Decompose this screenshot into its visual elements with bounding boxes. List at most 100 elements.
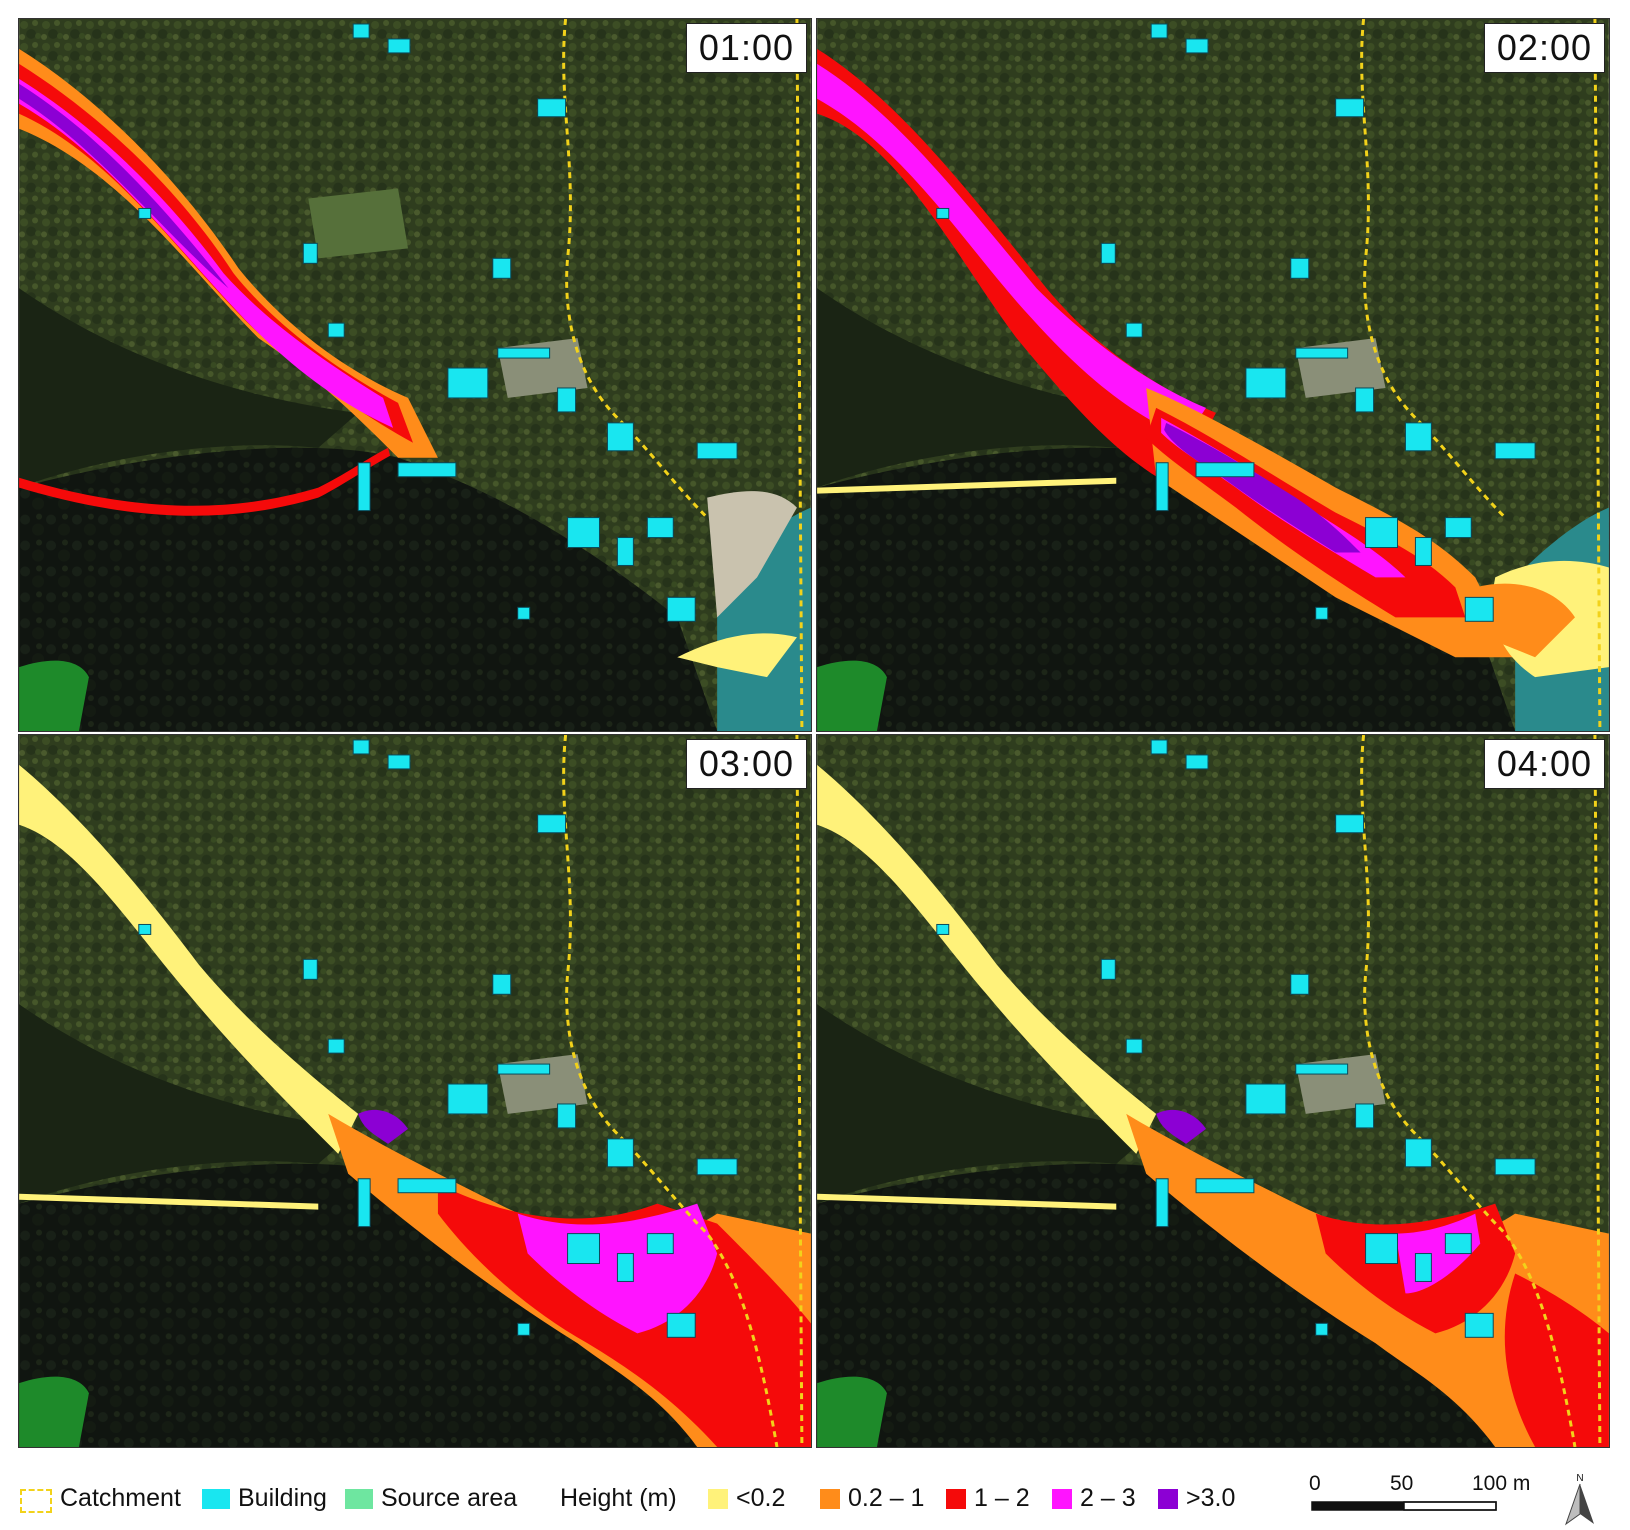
building: [1464, 1312, 1494, 1338]
north-label: N: [1576, 1473, 1583, 1484]
source-area-label: Source area: [381, 1484, 518, 1512]
building: [138, 207, 152, 219]
building: [1155, 462, 1169, 512]
shadowed-slope: [817, 1163, 1516, 1447]
scale-bar: [1311, 1501, 1497, 1511]
building: [1335, 814, 1365, 834]
class-label-1-2: 1 – 2: [974, 1484, 1030, 1512]
flow-lt02-lower: [817, 1193, 1117, 1210]
building: [1404, 422, 1432, 452]
building: [517, 1322, 531, 1336]
building: [1290, 973, 1310, 995]
time-label-panel-3: 03:00: [685, 739, 807, 789]
building: [327, 322, 345, 338]
time-label-panel-4: 04:00: [1483, 739, 1605, 789]
building: [606, 1138, 634, 1168]
flow-3plus: [19, 83, 229, 289]
map-panel-3-canvas: [19, 735, 811, 1447]
map-legend: Catchment Building Source area Height (m…: [0, 1470, 1630, 1530]
flow-lt02-lower: [817, 477, 1117, 494]
dark-valley: [817, 288, 1157, 488]
class-label-2-3: 2 – 3: [1080, 1484, 1136, 1512]
building: [1100, 958, 1116, 980]
buildings: [936, 739, 1536, 1338]
scale-tick-0: 0: [1309, 1472, 1321, 1495]
building: [1404, 1138, 1432, 1168]
catchment-boundary: [1360, 19, 1507, 519]
building: [1355, 1103, 1375, 1129]
building: [1245, 367, 1287, 399]
building: [1464, 596, 1494, 622]
building: [616, 1253, 634, 1282]
building: [1444, 1233, 1472, 1255]
building: [492, 973, 512, 995]
catchment-label: Catchment: [60, 1484, 181, 1512]
building: [327, 1038, 345, 1054]
scale-tick-100: 100 m: [1472, 1472, 1531, 1495]
building: [302, 242, 318, 264]
source-area: [817, 660, 887, 731]
building: [1335, 98, 1365, 118]
flow-lt02-upper: [19, 764, 359, 1154]
map-panel-1: 01:00: [18, 18, 812, 732]
building-swatch: [202, 1489, 230, 1509]
dark-valley: [817, 1004, 1157, 1204]
flow-lt02-lower: [19, 1193, 319, 1210]
class-swatch-2-3: [1052, 1489, 1072, 1509]
building: [537, 814, 567, 834]
building: [1414, 537, 1432, 566]
flow-lt02-upper: [817, 764, 1157, 1154]
source-area: [19, 1376, 89, 1447]
building: [696, 1158, 738, 1176]
building: [1315, 1322, 1329, 1336]
building: [936, 207, 950, 219]
beach: [707, 491, 797, 618]
building: [352, 23, 370, 39]
north-arrow-icon: N: [1565, 1473, 1594, 1526]
class-label-lt02: <0.2: [736, 1484, 786, 1512]
building: [1125, 322, 1143, 338]
building: [517, 606, 531, 620]
dark-valley: [19, 288, 359, 488]
catchment-boundary-east: [1593, 19, 1602, 731]
catchment-boundary-east: [1593, 735, 1602, 1447]
map-panel-4: 04:00: [816, 734, 1610, 1448]
building: [1355, 387, 1375, 413]
building: [447, 367, 489, 399]
building: [1365, 1233, 1398, 1265]
scale-outline: [1311, 1501, 1497, 1511]
catchment-swatch: [20, 1489, 52, 1513]
time-label-panel-1: 01:00: [685, 23, 807, 73]
building: [352, 739, 370, 755]
building: [557, 1103, 577, 1129]
buildings: [138, 739, 738, 1338]
catchment-boundary: [562, 19, 709, 519]
building: [606, 422, 634, 452]
shadowed-slope: [19, 1163, 718, 1447]
shadowed-slope: [817, 447, 1516, 731]
building: [1155, 1178, 1169, 1228]
building: [387, 38, 411, 54]
flow-2-3-upper: [817, 63, 1207, 438]
building: [397, 462, 457, 478]
time-label-panel-2: 02:00: [1483, 23, 1605, 73]
catchment-boundary-east: [795, 735, 804, 1447]
building: [646, 1233, 674, 1255]
building: [1125, 1038, 1143, 1054]
class-swatch-1-2: [946, 1489, 966, 1509]
height-title: Height (m): [560, 1484, 677, 1512]
building: [1195, 462, 1255, 478]
building: [1185, 38, 1209, 54]
flow-lt02: [677, 633, 797, 678]
map-panel-1-canvas: [19, 19, 811, 731]
map-panel-3: 03:00: [18, 734, 812, 1448]
building: [567, 1233, 600, 1265]
building: [1295, 347, 1349, 359]
building: [1150, 23, 1168, 39]
building: [497, 1063, 551, 1075]
building: [447, 1083, 489, 1115]
building: [1365, 517, 1398, 549]
building: [1444, 517, 1472, 539]
catchment-boundary: [1360, 735, 1577, 1447]
building: [1195, 1178, 1255, 1194]
